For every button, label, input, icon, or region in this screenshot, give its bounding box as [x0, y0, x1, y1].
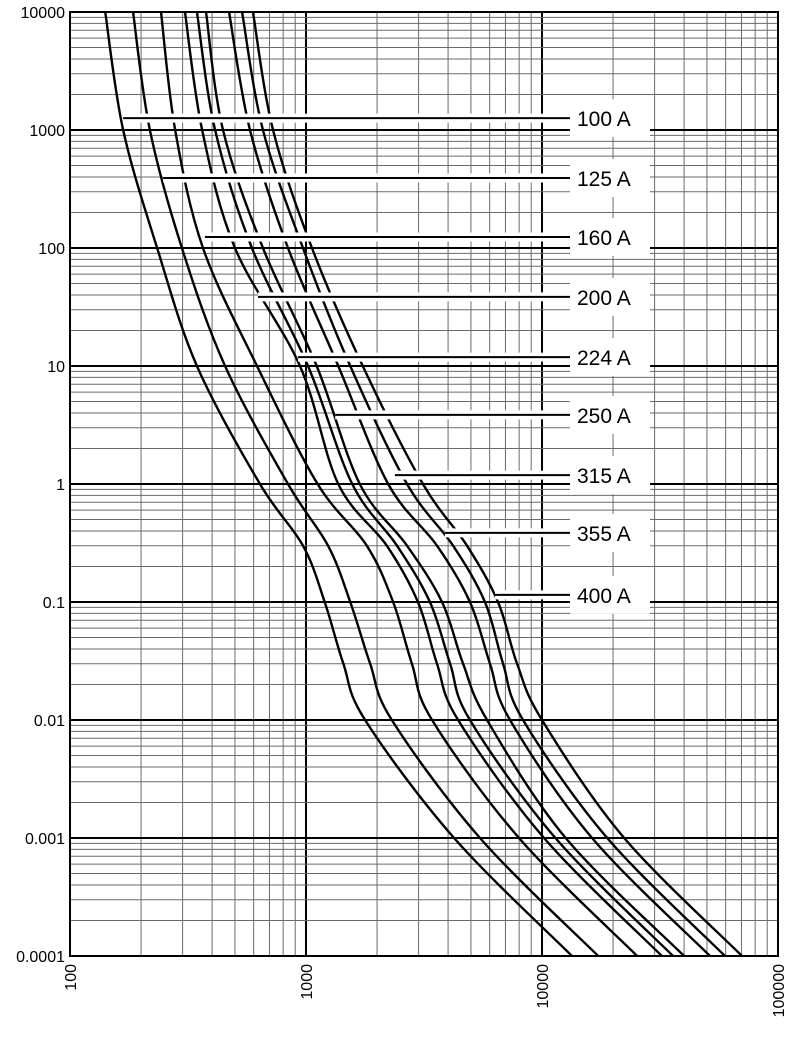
curve-355a [240, 11, 726, 957]
label-box [570, 513, 650, 552]
label-box [570, 99, 650, 138]
series-label: 315 A [577, 465, 631, 488]
label-box [570, 575, 650, 614]
curves [104, 11, 743, 957]
series-label: 200 A [577, 287, 631, 310]
x-tick-label: 100000 [771, 964, 788, 1017]
y-tick-label: 10 [47, 359, 65, 376]
label-box [570, 158, 650, 197]
curve-315a [227, 11, 711, 957]
curve-224a [195, 11, 674, 957]
y-tick-label: 10000 [21, 5, 66, 22]
series-label: 224 A [577, 347, 631, 370]
curve-125a [131, 11, 600, 957]
plot-border [69, 11, 779, 957]
curve-200a [183, 11, 663, 957]
y-tick-label: 0.1 [43, 595, 65, 612]
y-tick-labels: 0.0001 0.001 0.01 0.1 1 10 100 1000 10000 [16, 5, 65, 966]
x-tick-label: 1000 [299, 964, 316, 1000]
curve-250a [204, 11, 685, 957]
y-tick-label: 1000 [29, 123, 65, 140]
grid [69, 12, 778, 957]
curve-100a [104, 11, 573, 957]
y-tick-label: 0.0001 [16, 949, 65, 966]
label-box [570, 277, 650, 316]
label-box [570, 338, 650, 377]
series-label: 100 A [577, 108, 631, 131]
series-label: 160 A [577, 227, 631, 250]
y-tick-label: 100 [38, 241, 65, 258]
curve-160a [159, 11, 638, 957]
y-tick-label: 1 [56, 477, 65, 494]
label-box [570, 395, 650, 434]
x-tick-label: 10000 [535, 964, 552, 1009]
series-label: 400 A [577, 585, 631, 608]
series-label: 250 A [577, 405, 631, 428]
y-tick-label: 0.01 [34, 713, 65, 730]
series-labels: 100 A 125 A 160 A 200 A 224 A 250 A 315 A 355 A… [570, 99, 650, 614]
curve-400a [251, 11, 743, 957]
leaders [123, 113, 572, 600]
series-label: 125 A [577, 168, 631, 191]
x-tick-labels: 100 1000 10000 100000 [63, 964, 788, 1017]
y-tick-label: 0.001 [25, 831, 65, 848]
label-box [570, 456, 650, 495]
label-box [570, 217, 650, 256]
series-label: 355 A [577, 523, 631, 546]
x-tick-label: 100 [63, 964, 80, 991]
